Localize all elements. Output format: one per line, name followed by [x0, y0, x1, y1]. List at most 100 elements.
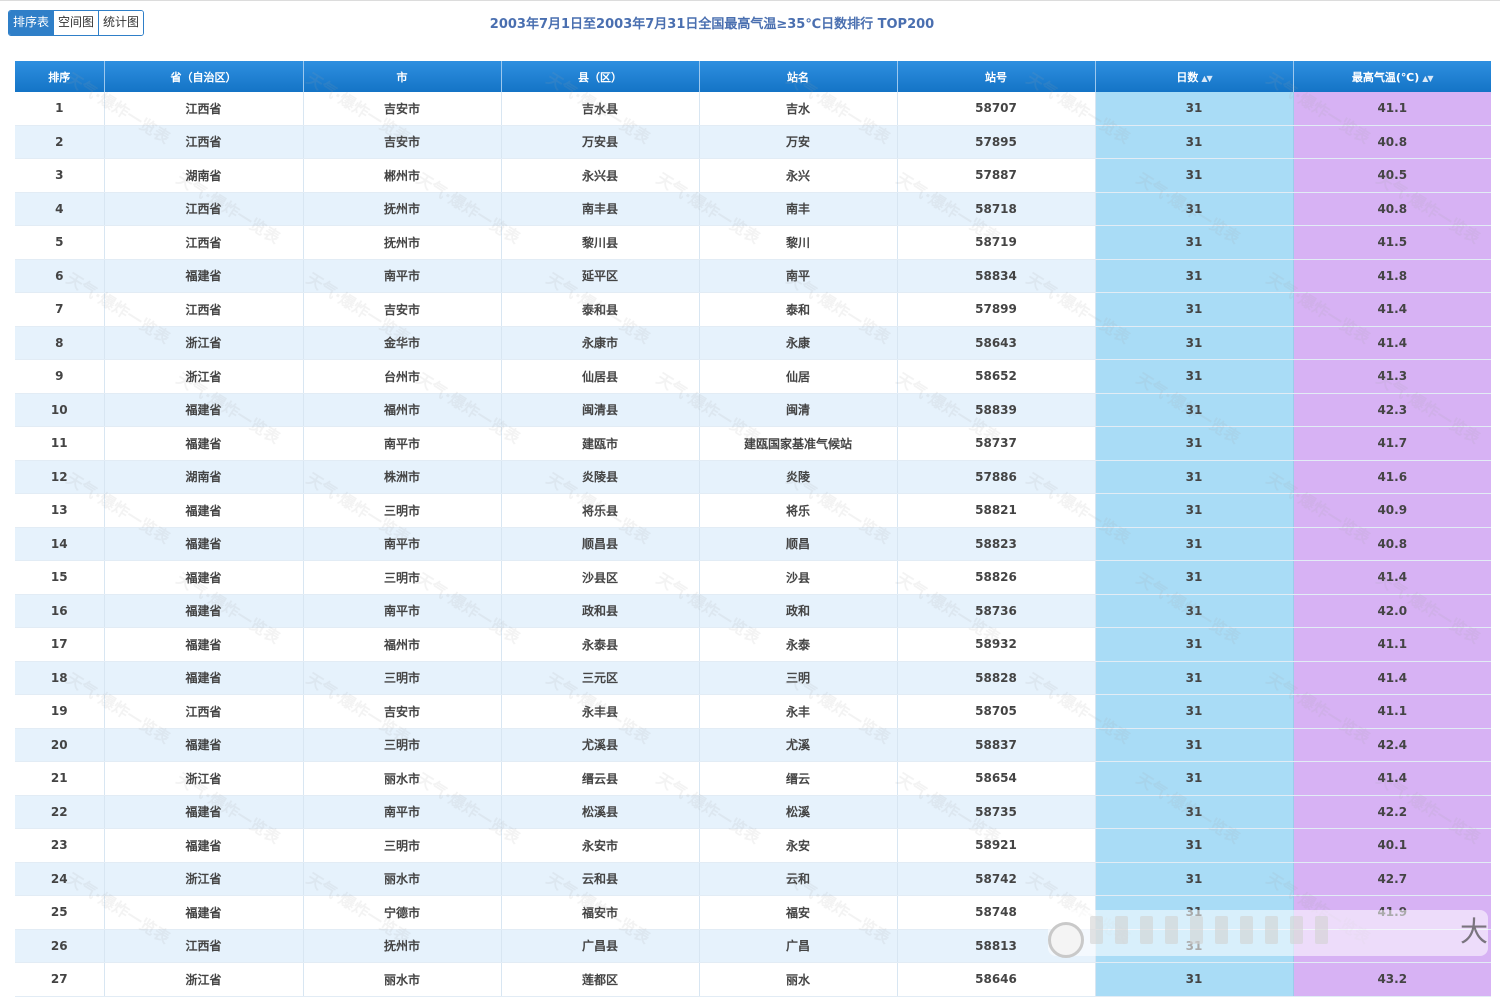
- city-cell: 南平市: [303, 426, 502, 461]
- station-id-cell: 58837: [897, 728, 1096, 762]
- province-cell: 江西省: [104, 292, 304, 327]
- table-row: 5 江西省 抚州市 黎川县 黎川 58719 31 41.5: [15, 225, 1491, 260]
- table-row: 12 湖南省 株洲市 炎陵县 炎陵 57886 31 41.6: [15, 460, 1491, 494]
- table-row: 16 福建省 南平市 政和县 政和 58736 31 42.0: [15, 594, 1491, 628]
- station-name-cell: 尤溪: [699, 728, 898, 762]
- rank-cell: 12: [15, 460, 105, 494]
- days-cell: 31: [1095, 694, 1294, 729]
- rank-cell: 16: [15, 594, 105, 628]
- max-temp-cell: 40.8: [1293, 192, 1491, 226]
- station-id-cell: 58828: [897, 661, 1096, 695]
- city-cell: 金华市: [303, 326, 502, 360]
- rank-cell: 20: [15, 728, 105, 762]
- station-name-cell: 仙居: [699, 359, 898, 394]
- province-cell: 浙江省: [104, 359, 304, 394]
- county-cell: 三元区: [501, 661, 700, 695]
- table-row: 11 福建省 南平市 建瓯市 建瓯国家基准气候站 58737 31 41.7: [15, 426, 1491, 461]
- province-cell: 福建省: [104, 493, 304, 528]
- table-row: 10 福建省 福州市 闽清县 闽清 58839 31 42.3: [15, 393, 1491, 427]
- county-cell: 广昌县: [501, 929, 700, 963]
- station-name-cell: 广昌: [699, 929, 898, 963]
- rank-cell: 22: [15, 795, 105, 829]
- city-cell: 南平市: [303, 527, 502, 561]
- station-id-cell: 58742: [897, 862, 1096, 896]
- days-cell: 31: [1095, 259, 1294, 293]
- table-body: 1 江西省 吉安市 吉水县 吉水 58707 31 41.1 2 江西省 吉安市 万安县 万安 57895…: [15, 92, 1491, 997]
- province-cell: 江西省: [104, 225, 304, 260]
- days-cell: 31: [1095, 493, 1294, 528]
- county-cell: 延平区: [501, 259, 700, 293]
- station-id-cell: 58823: [897, 527, 1096, 561]
- province-cell: 福建省: [104, 594, 304, 628]
- county-cell: 炎陵县: [501, 460, 700, 494]
- table-row: 7 江西省 吉安市 泰和县 泰和 57899 31 41.4: [15, 292, 1491, 327]
- table-row: 22 福建省 南平市 松溪县 松溪 58735 31 42.2: [15, 795, 1491, 829]
- province-cell: 江西省: [104, 125, 304, 159]
- days-cell: 31: [1095, 359, 1294, 394]
- province-cell: 江西省: [104, 92, 304, 126]
- sort-arrows-icon[interactable]: ▲▼: [1201, 73, 1212, 83]
- station-name-cell: 福安: [699, 895, 898, 930]
- county-cell: 将乐县: [501, 493, 700, 528]
- table-row: 8 浙江省 金华市 永康市 永康 58643 31 41.4: [15, 326, 1491, 360]
- city-cell: 三明市: [303, 661, 502, 695]
- tab-spatial-map[interactable]: 空间图: [54, 11, 100, 35]
- station-name-cell: 政和: [699, 594, 898, 628]
- days-cell: 31: [1095, 661, 1294, 695]
- station-id-cell: 58826: [897, 560, 1096, 595]
- sort-arrows-icon[interactable]: ▲▼: [1422, 73, 1433, 83]
- station-id-cell: 58652: [897, 359, 1096, 394]
- city-cell: 福州市: [303, 393, 502, 427]
- col-header-days[interactable]: 日数 ▲▼: [1095, 61, 1294, 92]
- rank-cell: 14: [15, 527, 105, 561]
- province-cell: 浙江省: [104, 862, 304, 896]
- max-temp-cell: 41.1: [1293, 627, 1491, 662]
- county-cell: 永康市: [501, 326, 700, 360]
- col-header-max-temp[interactable]: 最高气温(℃) ▲▼: [1293, 61, 1491, 92]
- county-cell: 仙居县: [501, 359, 700, 394]
- max-temp-cell: 42.2: [1293, 795, 1491, 829]
- city-cell: 抚州市: [303, 225, 502, 260]
- city-cell: 宁德市: [303, 895, 502, 930]
- station-id-cell: 58718: [897, 192, 1096, 226]
- city-cell: 丽水市: [303, 862, 502, 896]
- days-cell: 31: [1095, 761, 1294, 796]
- station-id-cell: 57886: [897, 460, 1096, 494]
- days-cell: 31: [1095, 158, 1294, 193]
- max-temp-cell: 41.3: [1293, 359, 1491, 394]
- county-cell: 南丰县: [501, 192, 700, 226]
- days-cell: 31: [1095, 728, 1294, 762]
- rank-cell: 17: [15, 627, 105, 662]
- view-tabs: 排序表 空间图 统计图: [8, 10, 145, 36]
- county-cell: 永泰县: [501, 627, 700, 662]
- station-name-cell: 吉水: [699, 92, 898, 126]
- city-cell: 福州市: [303, 627, 502, 662]
- station-id-cell: 58921: [897, 828, 1096, 863]
- province-cell: 浙江省: [104, 761, 304, 796]
- county-cell: 政和县: [501, 594, 700, 628]
- days-cell: 31: [1095, 292, 1294, 327]
- station-id-cell: 58705: [897, 694, 1096, 729]
- col-header-province: 省（自治区）: [104, 61, 304, 92]
- city-cell: 吉安市: [303, 694, 502, 729]
- city-cell: 抚州市: [303, 929, 502, 963]
- station-id-cell: 58654: [897, 761, 1096, 796]
- days-cell: 31: [1095, 426, 1294, 461]
- table-row: 6 福建省 南平市 延平区 南平 58834 31 41.8: [15, 259, 1491, 293]
- tab-ranking-table[interactable]: 排序表: [9, 11, 55, 35]
- days-cell: 31: [1095, 393, 1294, 427]
- rank-cell: 23: [15, 828, 105, 863]
- days-cell: 31: [1095, 627, 1294, 662]
- station-name-cell: 永安: [699, 828, 898, 863]
- col-header-city: 市: [303, 61, 502, 92]
- page-title: 2003年7月1日至2003年7月31日全国最高气温≥35℃日数排行 TOP20…: [489, 17, 935, 32]
- tab-statistics-chart[interactable]: 统计图: [99, 11, 144, 35]
- rank-cell: 26: [15, 929, 105, 963]
- rank-cell: 3: [15, 158, 105, 193]
- station-id-cell: 58834: [897, 259, 1096, 293]
- station-name-cell: 泰和: [699, 292, 898, 327]
- province-cell: 福建省: [104, 426, 304, 461]
- rank-cell: 21: [15, 761, 105, 796]
- county-cell: 缙云县: [501, 761, 700, 796]
